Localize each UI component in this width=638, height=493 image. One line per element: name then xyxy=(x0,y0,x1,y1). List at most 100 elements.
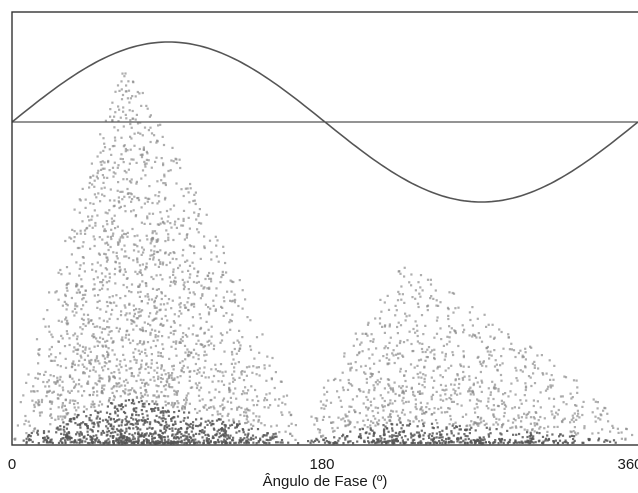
scatter-point xyxy=(466,424,469,427)
scatter-point xyxy=(180,188,183,191)
scatter-point xyxy=(478,436,481,439)
scatter-point xyxy=(290,422,293,425)
scatter-point xyxy=(400,436,403,439)
scatter-point xyxy=(448,423,451,426)
scatter-point xyxy=(135,180,138,183)
scatter-point xyxy=(99,281,102,284)
scatter-point xyxy=(183,285,186,288)
scatter-point xyxy=(495,363,498,366)
scatter-point xyxy=(103,384,106,387)
scatter-point xyxy=(185,234,188,237)
scatter-point xyxy=(400,298,403,301)
scatter-point xyxy=(159,423,162,426)
scatter-point xyxy=(426,356,429,359)
scatter-point xyxy=(281,441,284,444)
scatter-point xyxy=(446,306,450,309)
scatter-point xyxy=(133,442,136,445)
scatter-point xyxy=(74,302,77,305)
scatter-point xyxy=(377,423,380,426)
scatter-point xyxy=(38,354,41,357)
scatter-point xyxy=(377,370,380,374)
scatter-point xyxy=(193,211,196,214)
scatter-point xyxy=(102,137,105,140)
scatter-point xyxy=(231,373,234,376)
plot-frame xyxy=(11,11,638,446)
scatter-point xyxy=(169,261,172,264)
scatter-point xyxy=(440,406,443,409)
scatter-point xyxy=(132,435,135,438)
scatter-point xyxy=(101,174,104,177)
scatter-point xyxy=(365,414,368,417)
scatter-point xyxy=(60,432,63,435)
scatter-point xyxy=(337,439,340,442)
scatter-point xyxy=(542,440,545,443)
scatter-point xyxy=(202,442,205,445)
scatter-point xyxy=(232,392,235,395)
scatter-point xyxy=(203,350,206,353)
scatter-point xyxy=(470,420,473,423)
scatter-point xyxy=(155,274,158,277)
scatter-point xyxy=(81,363,84,366)
scatter-point xyxy=(175,392,179,395)
scatter-point xyxy=(161,377,164,380)
scatter-point xyxy=(181,335,184,339)
scatter-point xyxy=(475,439,478,442)
scatter-point xyxy=(560,420,564,423)
scatter-point xyxy=(381,404,384,407)
scatter-point xyxy=(479,370,482,374)
scatter-point xyxy=(552,405,556,408)
scatter-point xyxy=(93,238,96,241)
scatter-point xyxy=(145,282,148,285)
scatter-point xyxy=(223,438,226,441)
scatter-point xyxy=(183,434,186,437)
scatter-point xyxy=(164,441,167,444)
scatter-point xyxy=(452,292,456,295)
scatter-point xyxy=(416,372,419,376)
scatter-point xyxy=(85,408,88,411)
scatter-point xyxy=(61,441,64,444)
scatter-point xyxy=(183,405,186,409)
scatter-point xyxy=(134,270,137,273)
scatter-point xyxy=(94,382,97,385)
scatter-point xyxy=(87,318,90,321)
scatter-point xyxy=(554,439,557,442)
scatter-point xyxy=(452,434,455,437)
scatter-point xyxy=(408,420,411,423)
scatter-point xyxy=(196,334,199,337)
scatter-point xyxy=(148,257,151,261)
scatter-point xyxy=(138,271,141,274)
scatter-point xyxy=(95,196,98,199)
scatter-point xyxy=(450,398,453,401)
scatter-point xyxy=(485,426,488,429)
scatter-point xyxy=(244,408,247,411)
scatter-point xyxy=(162,414,165,417)
scatter-point xyxy=(387,378,391,381)
scatter-point xyxy=(133,132,136,135)
scatter-point xyxy=(62,437,65,440)
scatter-point xyxy=(190,302,193,306)
scatter-point xyxy=(376,421,379,424)
scatter-point xyxy=(93,283,96,286)
scatter-point xyxy=(149,378,152,381)
scatter-point xyxy=(65,286,68,290)
scatter-point xyxy=(167,375,171,378)
scatter-point xyxy=(184,358,187,361)
scatter-point xyxy=(392,390,395,393)
scatter-point xyxy=(63,404,66,407)
scatter-point xyxy=(217,380,220,383)
scatter-point xyxy=(211,414,214,417)
scatter-point xyxy=(591,432,594,435)
scatter-point xyxy=(148,185,151,188)
scatter-point xyxy=(334,441,337,444)
scatter-point xyxy=(144,196,147,199)
scatter-point xyxy=(387,404,390,407)
scatter-point xyxy=(366,436,370,439)
scatter-point xyxy=(430,398,433,401)
scatter-point xyxy=(325,440,328,443)
scatter-point xyxy=(444,440,447,443)
scatter-point xyxy=(107,248,110,252)
scatter-point xyxy=(232,436,235,439)
scatter-point xyxy=(591,411,594,414)
scatter-point xyxy=(247,428,250,431)
scatter-point xyxy=(163,369,166,372)
